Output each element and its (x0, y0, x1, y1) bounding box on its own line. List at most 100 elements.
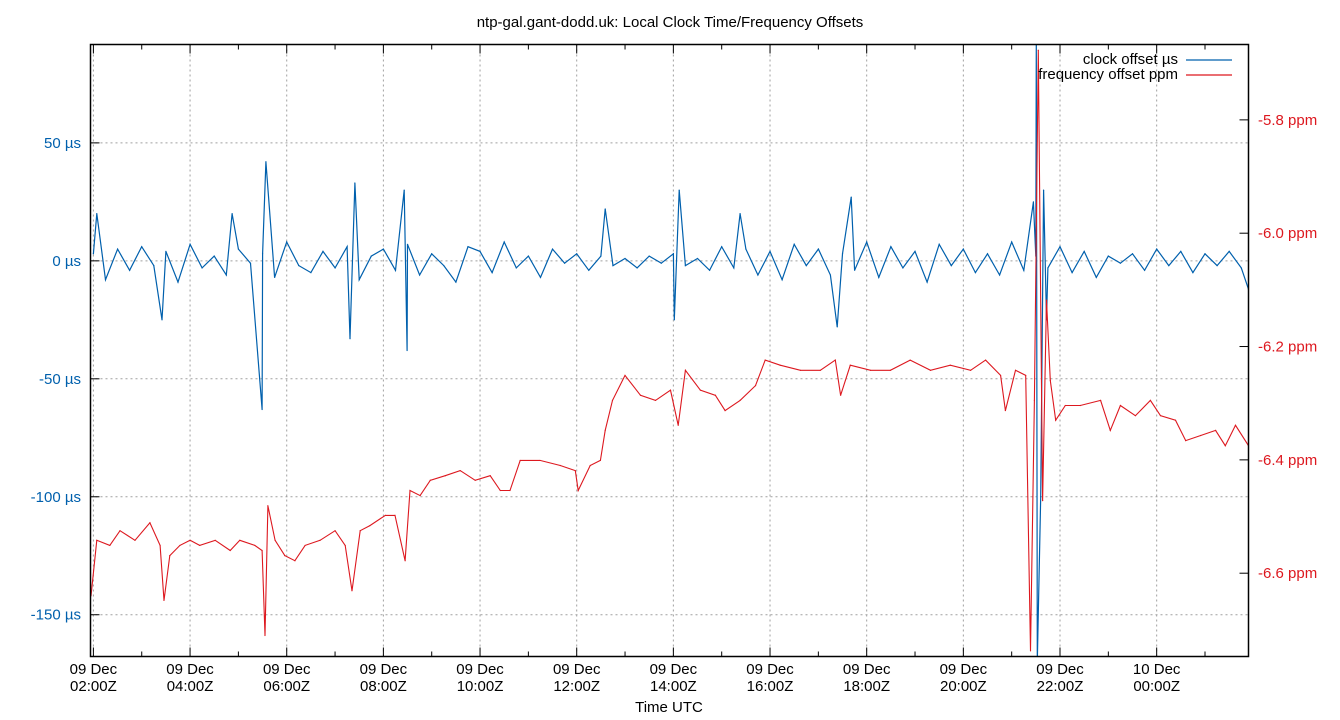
clock-offset-point (403, 189, 405, 191)
frequency-offset-point (559, 464, 561, 467)
chart-title: ntp-gal.gant-dodd.uk: Local Clock Time/F… (477, 14, 864, 31)
x-tick-label-time: 20:00Z (940, 678, 987, 695)
clock-offset-point (298, 264, 300, 267)
clock-offset-point (1047, 267, 1049, 269)
clock-offset-point (334, 267, 336, 269)
x-tick-label-time: 22:00Z (1037, 678, 1084, 695)
clock-offset-point (265, 161, 267, 163)
y-left-tick-label: -150 µs (31, 607, 81, 624)
clock-offset-point (950, 264, 952, 267)
x-tick-label-time: 10:00Z (457, 678, 504, 695)
frequency-offset-point (109, 544, 111, 547)
legend-label-clock: clock offset µs (1083, 51, 1178, 68)
frequency-offset-point (199, 544, 201, 547)
frequency-offset-point (819, 369, 821, 371)
clock-offset-point (1042, 189, 1045, 191)
frequency-offset-point (1174, 419, 1177, 421)
clock-offset-point (406, 349, 408, 352)
frequency-offset-point (839, 394, 842, 396)
clock-offset-point (660, 262, 662, 264)
frequency-offset-point (179, 544, 181, 547)
clock-offset-point (346, 246, 348, 248)
x-tick-label-date: 09 Dec (263, 661, 311, 678)
clock-offset-point (817, 248, 819, 250)
clock-offset-point (841, 253, 844, 255)
frequency-offset-point (589, 464, 591, 467)
frequency-offset-point (459, 470, 461, 472)
frequency-offset-point (264, 634, 266, 637)
clock-offset-point (310, 272, 312, 274)
frequency-offset-point (409, 489, 411, 492)
x-tick-label-date: 09 Dec (553, 661, 601, 678)
clock-offset-point (1156, 248, 1158, 250)
clock-offset-point (527, 255, 529, 257)
clock-offset-point (261, 408, 263, 411)
clock-offset-point (998, 274, 1001, 276)
clock-offset-point (354, 182, 356, 184)
frequency-offset-point (799, 369, 802, 371)
frequency-offset-point (369, 525, 371, 527)
clock-offset-point (1107, 255, 1109, 257)
frequency-offset-point (1033, 399, 1035, 401)
clock-offset-point (177, 281, 179, 283)
x-tick-label-time: 04:00Z (167, 678, 214, 695)
x-tick-label-date: 09 Dec (650, 661, 698, 678)
frequency-offset-point (351, 590, 353, 592)
frequency-offset-point (444, 475, 446, 477)
y-right-tick-label: -6.6 ppm (1258, 565, 1317, 582)
frequency-offset-point (654, 399, 657, 401)
x-tick-label-time: 12:00Z (553, 678, 600, 695)
clock-offset-point (1192, 272, 1194, 274)
clock-offset-point (974, 272, 977, 274)
clock-offset-point (286, 241, 288, 243)
clock-offset-point (1095, 276, 1097, 278)
clock-offset-point (455, 281, 457, 283)
y-right-tick-label: -6.2 ppm (1258, 339, 1317, 356)
x-tick-label-date: 09 Dec (70, 661, 118, 678)
frequency-offset-point (699, 389, 702, 391)
clock-offset-point (165, 250, 167, 253)
clock-offset-point (962, 248, 964, 250)
clock-offset-point (443, 264, 445, 267)
clock-offset-point (1036, 36, 1037, 37)
frequency-offset-point (429, 479, 431, 481)
frequency-offset-point (714, 394, 717, 396)
frequency-offset-point (611, 399, 614, 401)
clock-offset-point (1023, 269, 1025, 271)
frequency-offset-point (677, 424, 679, 426)
clock-offset-point (201, 267, 203, 269)
frequency-offset-point (724, 409, 726, 412)
frequency-offset-point (739, 399, 741, 401)
clock-offset-point (231, 213, 233, 215)
frequency-offset-point (929, 369, 932, 371)
clock-offset-point (938, 243, 940, 245)
clock-offset-point (793, 243, 795, 245)
frequency-offset-point (394, 514, 396, 517)
frequency-offset-point (604, 429, 606, 431)
clock-offset-point (624, 257, 626, 260)
clock-offset-point (104, 279, 107, 281)
y-right-tick-label: -6.4 ppm (1258, 452, 1317, 469)
frequency-offset-point (1149, 399, 1151, 401)
clock-offset-point (745, 248, 747, 250)
frequency-offset-point (1119, 404, 1122, 407)
clock-offset-point (503, 241, 505, 243)
clock-offset-point (769, 250, 771, 253)
frequency-offset-point (474, 479, 476, 481)
frequency-offset-point (834, 359, 836, 361)
clock-offset-point (96, 213, 98, 215)
clock-offset-point (1032, 201, 1035, 203)
frequency-offset-point (1004, 409, 1006, 412)
legend-label-frequency: frequency offset ppm (1038, 66, 1178, 83)
frequency-offset-point (1215, 429, 1217, 431)
frequency-offset-point (1025, 374, 1027, 377)
clock-offset-point (551, 248, 554, 250)
clock-offset-point (237, 248, 239, 250)
clock-offset-point (1180, 250, 1182, 253)
clock-offset-point (902, 267, 904, 269)
frequency-offset-point (134, 539, 136, 541)
x-tick-label-time: 02:00Z (70, 678, 117, 695)
grid (90, 44, 1249, 657)
frequency-offset-point (384, 514, 386, 517)
frequency-offset-point (1224, 445, 1226, 447)
